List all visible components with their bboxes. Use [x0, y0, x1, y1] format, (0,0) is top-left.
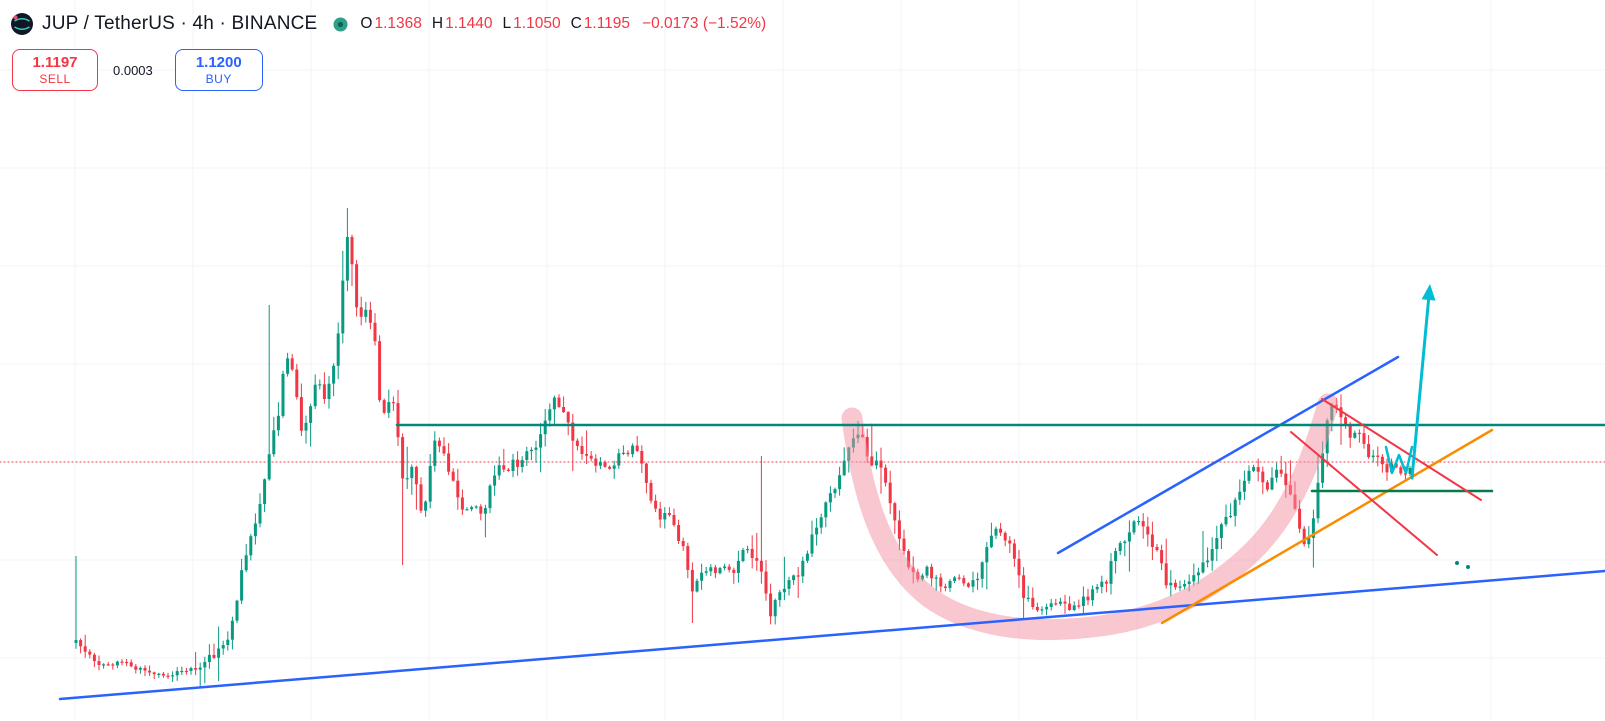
long-support-trendline[interactable]	[58, 569, 1605, 701]
sell-price: 1.1197	[32, 54, 78, 71]
low-value: 1.1050	[513, 15, 561, 32]
buy-price: 1.1200	[195, 54, 242, 71]
sell-button[interactable]: 1.1197 SELL	[12, 49, 98, 91]
rounded-bottom-highlight[interactable]	[841, 393, 1339, 641]
high-pair: H 1.1440	[432, 15, 493, 33]
close-pair: C 1.1195	[571, 15, 630, 33]
orange-trendline[interactable]	[1160, 428, 1494, 625]
change-value: −0.0173 (−1.52%)	[642, 15, 767, 32]
market-status-icon[interactable]	[333, 17, 348, 32]
close-value: 1.1195	[583, 15, 631, 32]
trade-buttons-row: 1.1197 SELL 0.0003 1.1200 BUY	[12, 49, 766, 91]
buy-button[interactable]: 1.1200 BUY	[174, 49, 263, 91]
w-pattern-mark[interactable]	[1384, 445, 1414, 475]
flag-lower-line[interactable]	[1290, 431, 1438, 556]
high-label: H	[431, 15, 444, 32]
ohlc-row: O 1.1368 H 1.1440 L 1.1050 C 1.1195 −0.0173 …	[360, 15, 766, 33]
breakout-arrow[interactable]	[1410, 284, 1436, 480]
low-label: L	[502, 15, 512, 32]
flag-upper-line[interactable]	[1321, 398, 1482, 501]
symbol-title[interactable]: JUP / TetherUS · 4h · BINANCE	[42, 13, 318, 34]
open-pair: O 1.1368	[360, 15, 421, 33]
sell-label: SELL	[39, 72, 71, 86]
spread-value: 0.0003	[113, 62, 153, 78]
high-value: 1.1440	[445, 15, 493, 32]
open-value: 1.1368	[374, 15, 422, 32]
candlestick-series	[74, 208, 1412, 687]
open-label: O	[360, 15, 373, 32]
chart-drawings[interactable]	[58, 284, 1605, 701]
uptrend-trendline[interactable]	[1056, 355, 1400, 555]
buy-label: BUY	[205, 72, 232, 86]
close-label: C	[570, 15, 582, 32]
drawing-handle-dots[interactable]	[1455, 561, 1470, 569]
jup-token-logo-icon	[10, 12, 34, 36]
low-pair: L 1.1050	[503, 15, 561, 33]
